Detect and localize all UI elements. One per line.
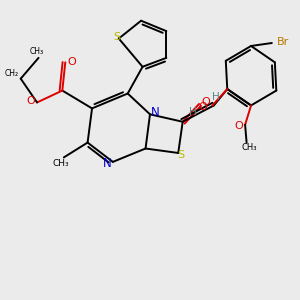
Text: N: N — [151, 106, 160, 119]
Text: CH₃: CH₃ — [242, 143, 257, 152]
Text: CH₃: CH₃ — [30, 47, 44, 56]
Text: O: O — [199, 102, 207, 112]
Text: H: H — [189, 107, 197, 117]
Text: O: O — [234, 121, 243, 131]
Text: O: O — [201, 97, 210, 106]
Text: H: H — [212, 92, 219, 101]
Text: S: S — [114, 32, 121, 42]
Text: O: O — [26, 96, 35, 106]
Text: N: N — [103, 157, 111, 170]
Text: CH₂: CH₂ — [5, 69, 19, 78]
Text: Br: Br — [277, 38, 289, 47]
Text: CH₃: CH₃ — [52, 160, 69, 169]
Text: O: O — [68, 57, 76, 67]
Text: S: S — [178, 150, 185, 160]
